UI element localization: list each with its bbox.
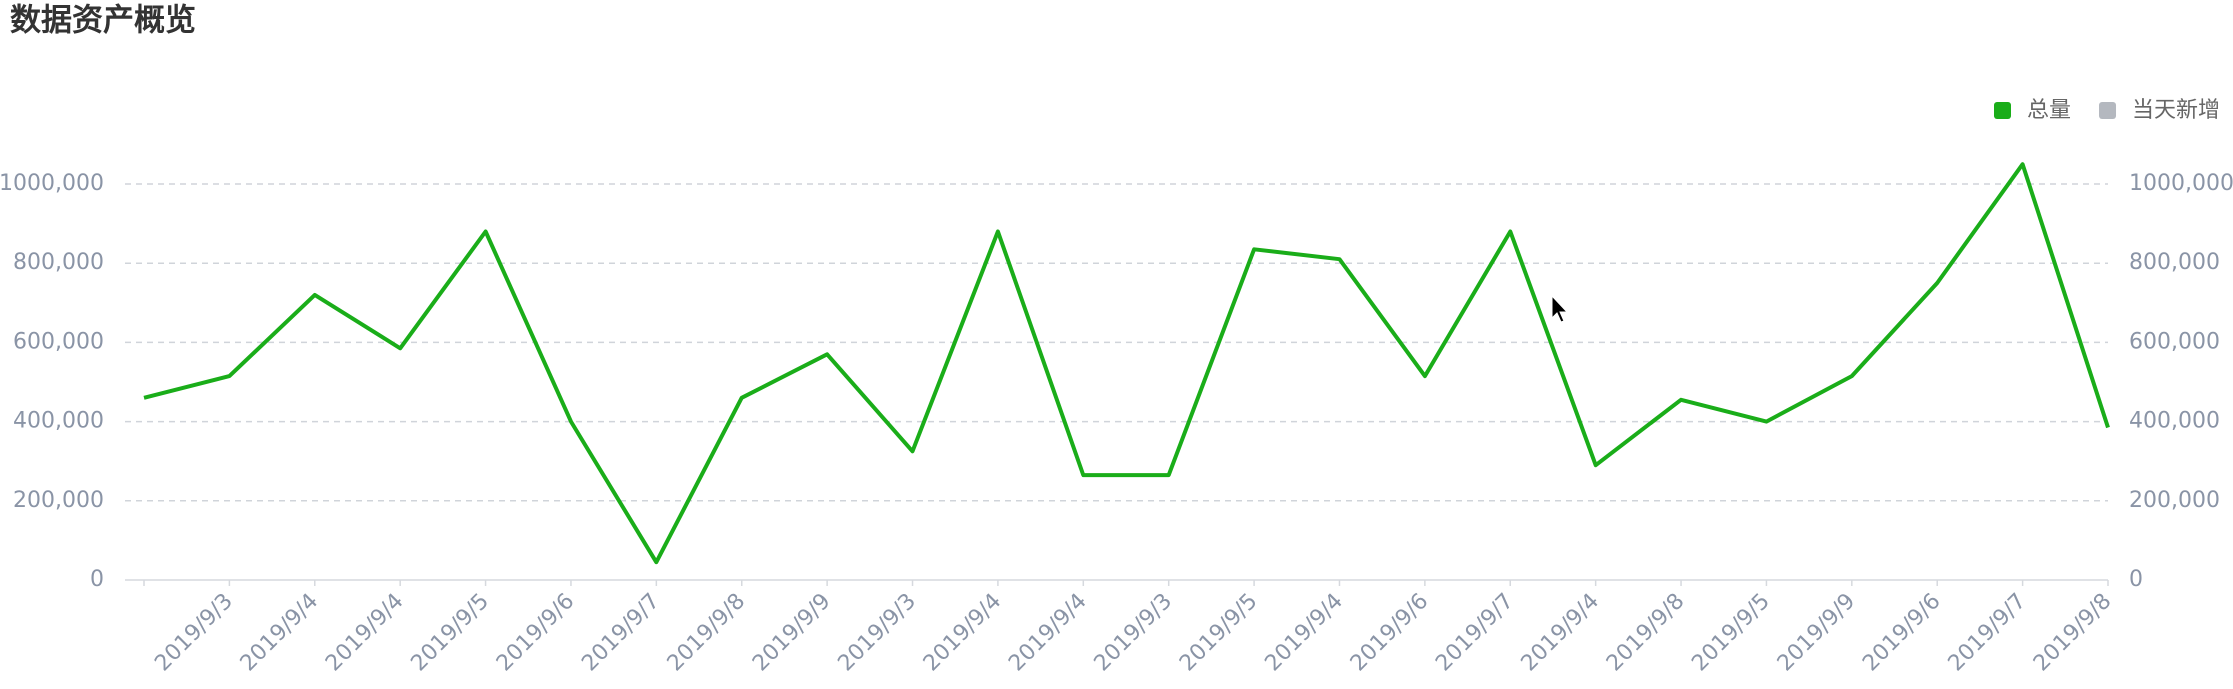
x-tick-label: 2019/9/8 — [2029, 589, 2117, 677]
x-tick-label: 2019/9/5 — [407, 589, 495, 677]
y2-tick-label: 400,000 — [2129, 409, 2220, 434]
x-tick-label: 2019/9/9 — [1773, 589, 1861, 677]
legend-label: 当天新增 — [2132, 98, 2220, 123]
x-tick-label: 2019/9/9 — [748, 589, 836, 677]
legend-swatch — [1994, 102, 2011, 119]
x-tick-label: 2019/9/3 — [1090, 589, 1178, 677]
chart-title: 数据资产概览 — [10, 3, 196, 39]
x-tick-label: 2019/9/3 — [833, 589, 921, 677]
x-tick-label: 2019/9/4 — [1004, 589, 1092, 677]
x-tick-label: 2019/9/7 — [1944, 589, 2032, 677]
y2-tick-label: 1000,000 — [2129, 171, 2233, 196]
x-tick-label: 2019/9/8 — [663, 589, 751, 677]
x-tick-label: 2019/9/6 — [492, 589, 580, 677]
x-tick-label: 2019/9/4 — [321, 589, 409, 677]
x-tick-label: 2019/9/8 — [1602, 589, 1690, 677]
x-tick-label: 2019/9/4 — [1260, 589, 1348, 677]
x-tick-label: 2019/9/7 — [577, 589, 665, 677]
x-tick-label: 2019/9/4 — [919, 589, 1007, 677]
x-tick-label: 2019/9/6 — [1858, 589, 1946, 677]
y-tick-label: 600,000 — [13, 329, 104, 354]
y-tick-label: 400,000 — [13, 409, 104, 434]
x-tick-label: 2019/9/5 — [1687, 589, 1775, 677]
y-tick-label: 200,000 — [13, 488, 104, 513]
x-tick-label: 2019/9/5 — [1175, 589, 1263, 677]
legend-label: 总量 — [2027, 98, 2071, 123]
series-line — [143, 162, 2110, 565]
x-tick-label: 2019/9/7 — [1431, 589, 1519, 677]
x-tick-label: 2019/9/3 — [150, 589, 238, 677]
y-tick-label: 0 — [90, 567, 104, 592]
y2-tick-label: 200,000 — [2129, 488, 2220, 513]
y2-tick-label: 800,000 — [2129, 250, 2220, 275]
y-tick-label: 1000,000 — [0, 171, 104, 196]
y-tick-label: 800,000 — [13, 250, 104, 275]
cursor — [1551, 294, 1569, 323]
legend-swatch — [2099, 102, 2117, 119]
x-tick-label: 2019/9/4 — [236, 589, 324, 677]
x-tick-label: 2019/9/6 — [1346, 589, 1434, 677]
y2-tick-label: 600,000 — [2129, 329, 2220, 354]
y2-tick-label: 0 — [2129, 567, 2143, 592]
x-tick-label: 2019/9/4 — [1517, 589, 1605, 677]
